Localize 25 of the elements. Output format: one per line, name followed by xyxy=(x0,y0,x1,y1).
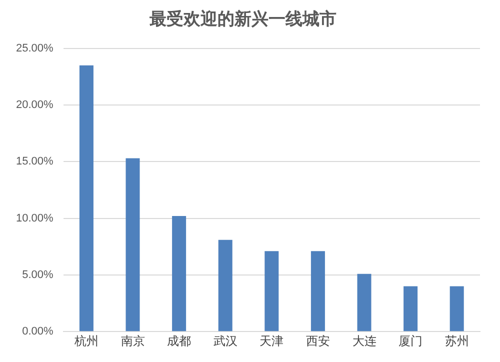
x-tick-label: 杭州 xyxy=(73,334,98,348)
x-tick-label: 天津 xyxy=(260,334,284,348)
bar xyxy=(357,274,372,332)
x-tick-label: 大连 xyxy=(352,334,376,348)
bar xyxy=(404,286,418,332)
bar xyxy=(79,65,94,332)
x-tick-label: 厦门 xyxy=(398,334,423,348)
bar xyxy=(450,286,464,332)
y-tick-label: 10.00% xyxy=(16,212,54,224)
y-tick-label: 5.00% xyxy=(22,268,54,281)
x-tick-label: 南京 xyxy=(120,334,145,348)
y-tick-label: 15.00% xyxy=(16,156,54,168)
bar xyxy=(264,251,279,332)
y-tick-label: 20.00% xyxy=(16,99,54,112)
x-tick-label: 西安 xyxy=(306,334,330,348)
bar xyxy=(310,251,325,332)
bar xyxy=(172,216,186,332)
x-tick-label: 武汉 xyxy=(213,334,238,348)
y-tick-label: 25.00% xyxy=(16,42,54,54)
bar xyxy=(126,158,140,332)
x-tick-label: 苏州 xyxy=(444,334,469,348)
chart-title: 最受欢迎的新兴一线城市 xyxy=(148,10,336,30)
x-tick-label: 成都 xyxy=(167,334,192,348)
y-tick-label: 0.00% xyxy=(22,326,54,338)
bar xyxy=(218,240,232,332)
